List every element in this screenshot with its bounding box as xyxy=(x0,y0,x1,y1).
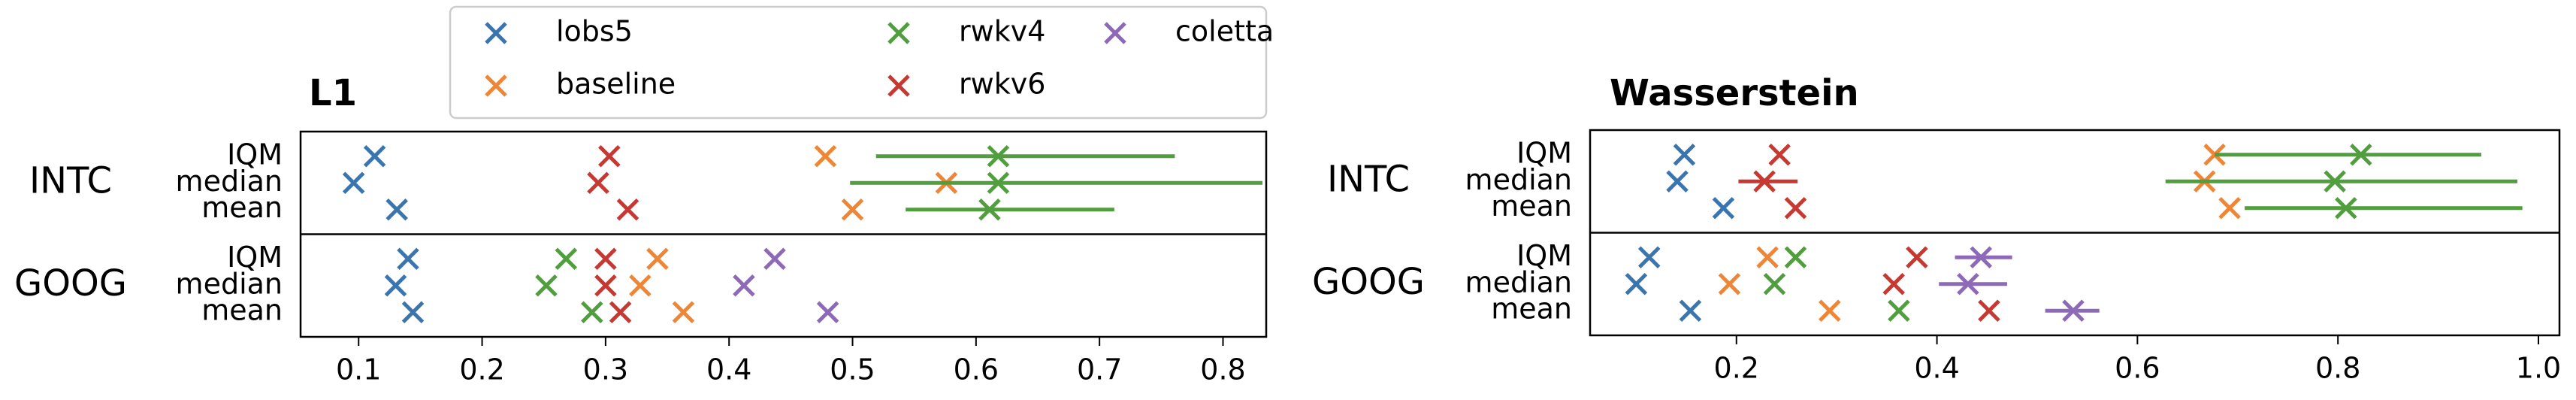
marker xyxy=(2218,196,2241,220)
marker xyxy=(672,301,695,324)
group-label: INTC xyxy=(1327,158,1410,200)
legend-marker xyxy=(1104,22,1126,44)
x-tick-label: 0.8 xyxy=(1200,353,1245,386)
marker xyxy=(1666,170,1689,193)
x-tick-label: 0.5 xyxy=(830,353,875,386)
legend-label: rwkv4 xyxy=(959,15,1045,48)
marker xyxy=(587,171,609,195)
marker xyxy=(581,301,603,324)
marker xyxy=(978,198,1001,221)
marker xyxy=(555,247,578,271)
chart-title: L1 xyxy=(309,72,357,114)
marker xyxy=(1957,272,1979,295)
x-tick-label: 0.1 xyxy=(336,353,381,386)
marker xyxy=(342,171,365,195)
stat-label: mean xyxy=(201,294,283,327)
stat-label: IQM xyxy=(227,138,283,171)
stat-label: median xyxy=(1465,265,1572,298)
marker xyxy=(1679,299,1702,323)
chart-title: Wasserstein xyxy=(1610,72,1859,114)
stat-label: median xyxy=(176,165,283,198)
x-tick-label: 0.6 xyxy=(954,353,999,386)
marker xyxy=(987,171,1010,195)
marker xyxy=(1712,196,1735,220)
marker xyxy=(1637,246,1661,269)
legend-marker xyxy=(887,22,910,44)
marker xyxy=(1970,246,1993,269)
stat-label: IQM xyxy=(227,241,283,274)
marker xyxy=(814,144,837,168)
stat-label: median xyxy=(176,267,283,300)
x-tick-label: 0.6 xyxy=(2115,352,2160,385)
group-label: INTC xyxy=(29,159,112,202)
marker xyxy=(1882,272,1905,295)
marker xyxy=(816,301,839,324)
marker xyxy=(1784,246,1807,269)
marker xyxy=(1888,299,1910,323)
marker xyxy=(1906,246,1928,269)
marker xyxy=(1753,170,1776,193)
marker xyxy=(1978,299,2000,323)
marker xyxy=(763,247,786,271)
stat-label: IQM xyxy=(1516,136,1572,169)
legend-label: lobs5 xyxy=(556,15,633,48)
marker xyxy=(841,198,864,221)
legend-marker xyxy=(485,74,507,97)
x-tick-label: 0.4 xyxy=(706,353,751,386)
marker xyxy=(594,247,617,271)
marker xyxy=(609,301,632,324)
x-tick-label: 0.8 xyxy=(2315,352,2360,385)
group-label: GOOG xyxy=(1312,261,1425,303)
marker xyxy=(397,247,419,271)
x-tick-label: 0.2 xyxy=(459,353,504,386)
marker xyxy=(2324,170,2346,193)
marker xyxy=(1625,272,1648,295)
stat-label: mean xyxy=(1491,292,1572,326)
legend-marker xyxy=(887,74,910,97)
x-tick-label: 1.0 xyxy=(2516,352,2561,385)
marker xyxy=(2335,196,2357,220)
marker xyxy=(987,144,1010,168)
marker xyxy=(1819,299,1841,323)
x-tick-label: 0.3 xyxy=(583,353,628,386)
legend-label: coletta xyxy=(1175,15,1274,48)
marker xyxy=(598,144,621,168)
marker xyxy=(594,274,617,297)
legend-label: baseline xyxy=(556,68,676,101)
x-tick-label: 0.4 xyxy=(1914,352,1959,385)
marker xyxy=(535,274,558,297)
legend-marker xyxy=(485,22,507,44)
x-tick-label: 0.2 xyxy=(1714,352,1759,385)
marker xyxy=(2350,143,2372,166)
marker xyxy=(646,247,669,271)
stat-label: IQM xyxy=(1516,239,1572,272)
stat-label: mean xyxy=(201,191,283,224)
marker xyxy=(1763,272,1786,295)
stat-label: mean xyxy=(1491,189,1572,223)
group-label: GOOG xyxy=(14,262,127,305)
legend-box xyxy=(449,5,1268,120)
marker xyxy=(616,198,639,221)
marker xyxy=(401,301,425,324)
marker xyxy=(2062,299,2085,323)
stat-label: median xyxy=(1465,163,1572,196)
marker xyxy=(1673,143,1696,166)
marker xyxy=(1756,246,1779,269)
marker xyxy=(629,274,652,297)
x-tick-label: 0.7 xyxy=(1077,353,1122,386)
marker xyxy=(733,274,755,297)
marker xyxy=(384,274,407,297)
marker xyxy=(1784,196,1807,220)
marker xyxy=(1718,272,1741,295)
legend-label: rwkv6 xyxy=(959,68,1045,101)
marker xyxy=(363,144,386,168)
marker xyxy=(1768,143,1791,166)
marker xyxy=(385,198,408,221)
